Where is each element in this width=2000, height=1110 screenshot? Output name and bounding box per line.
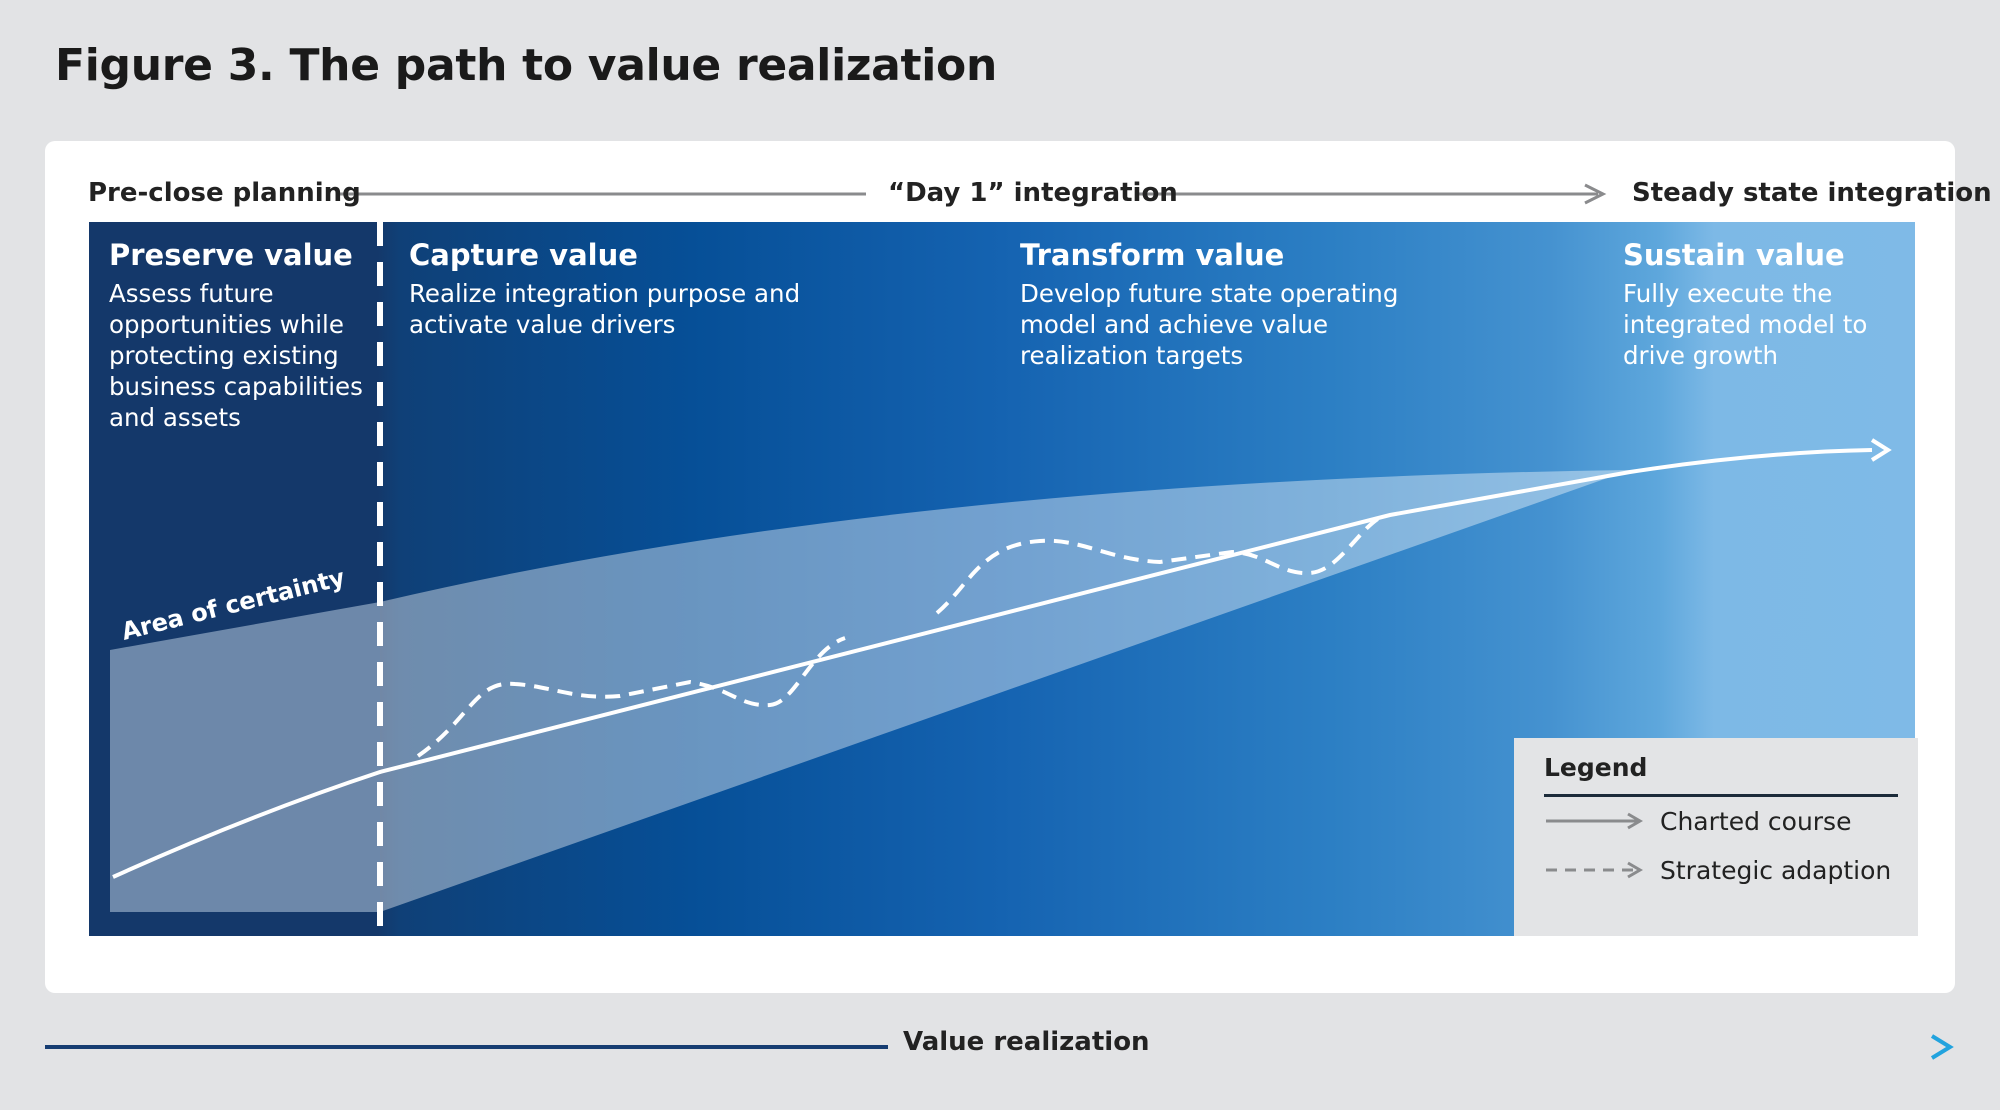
preserve-value-text: Assess future opportunities while protec… bbox=[109, 279, 363, 432]
charted-course-line bbox=[112, 448, 1873, 879]
solid-arrow-icon bbox=[1546, 812, 1643, 830]
column-transform-value: Transform value Develop future state ope… bbox=[1020, 238, 1420, 371]
certainty-area-preclose bbox=[110, 602, 380, 912]
sustain-value-heading: Sustain value bbox=[1623, 238, 1845, 272]
certainty-area-funnel bbox=[380, 470, 1630, 912]
legend-label-charted-course: Charted course bbox=[1660, 806, 1852, 836]
legend-item-strategic-adaption: Strategic adaption bbox=[1544, 853, 1914, 887]
legend-box: Legend Charted course Strategic adaption bbox=[1514, 738, 1918, 936]
preserve-value-heading: Preserve value bbox=[109, 238, 353, 272]
legend-divider bbox=[1544, 794, 1898, 797]
value-realization-label: Value realization bbox=[903, 1027, 1150, 1057]
phase-label-day1: “Day 1” integration bbox=[888, 178, 1178, 208]
transform-value-heading: Transform value bbox=[1020, 238, 1285, 272]
sustain-value-text: Fully execute the integrated model to dr… bbox=[1623, 279, 1868, 370]
column-preserve-value: Preserve value Assess future opportuniti… bbox=[109, 238, 371, 433]
phase-label-pre-close: Pre-close planning bbox=[88, 178, 361, 208]
legend-item-charted-course: Charted course bbox=[1544, 804, 1914, 838]
capture-value-text: Realize integration purpose and activate… bbox=[409, 279, 801, 339]
column-sustain-value: Sustain value Fully execute the integrat… bbox=[1623, 238, 1893, 371]
strategic-adaption-line-2 bbox=[935, 513, 1386, 615]
charted-course-arrowhead bbox=[1870, 438, 1892, 462]
phase-label-steady-state: Steady state integration bbox=[1632, 178, 1992, 208]
legend-title: Legend bbox=[1544, 753, 1648, 782]
capture-value-heading: Capture value bbox=[409, 238, 638, 272]
figure-title: Figure 3. The path to value realization bbox=[55, 40, 998, 91]
transform-value-text: Develop future state operating model and… bbox=[1020, 279, 1399, 370]
axis-arrowhead bbox=[1930, 1034, 1954, 1060]
dashed-arrow-icon bbox=[1546, 861, 1643, 879]
legend-label-strategic-adaption: Strategic adaption bbox=[1660, 855, 1892, 885]
column-capture-value: Capture value Realize integration purpos… bbox=[409, 238, 809, 340]
strategic-adaption-line-1 bbox=[416, 636, 846, 758]
